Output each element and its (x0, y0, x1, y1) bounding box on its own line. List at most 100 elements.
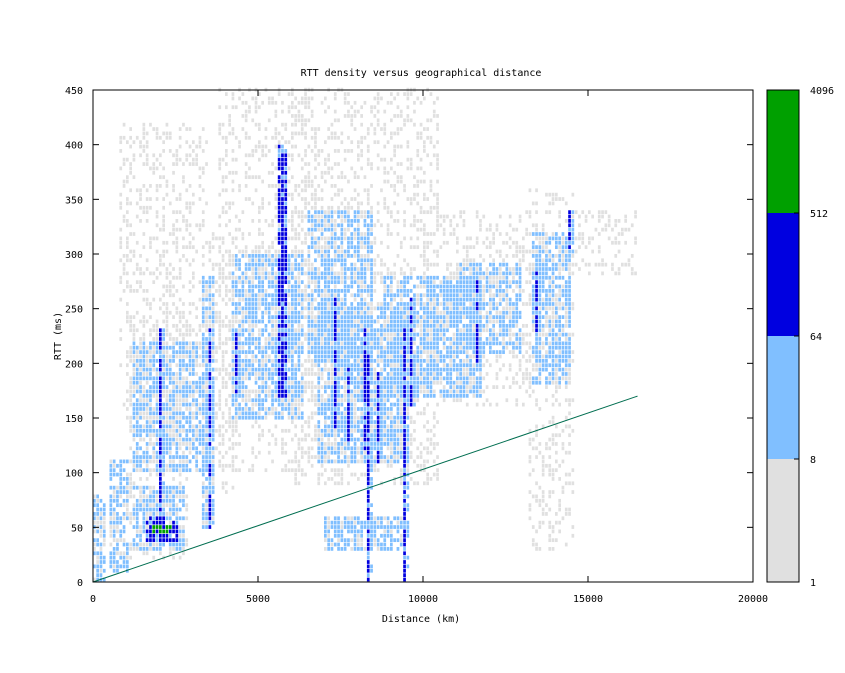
heat-cell (159, 494, 162, 499)
heat-cell (228, 437, 231, 442)
heat-cell (201, 354, 205, 359)
heat-cell (168, 446, 172, 451)
heat-cell (343, 398, 347, 403)
heat-cell (162, 376, 165, 381)
heat-cell (446, 275, 449, 280)
heat-cell (528, 297, 532, 302)
heat-cell (561, 350, 565, 354)
heat-cell (403, 446, 406, 451)
heat-cell (465, 402, 469, 407)
heat-cell (439, 354, 443, 359)
heat-cell (274, 398, 278, 403)
heat-cell (324, 481, 327, 486)
heat-cell (541, 494, 545, 499)
heat-cell (254, 415, 258, 420)
heat-cell (436, 297, 439, 302)
heat-cell (281, 389, 284, 394)
heat-cell (314, 358, 317, 363)
heat-cell (281, 363, 284, 368)
heat-cell (370, 328, 373, 333)
heat-cell (241, 271, 245, 276)
heat-cell (251, 424, 255, 429)
heat-cell (218, 319, 222, 324)
heat-cell (324, 380, 327, 385)
heat-cell (182, 533, 185, 538)
heat-cell (337, 367, 340, 372)
heat-cell (538, 376, 542, 381)
heat-cell (294, 407, 297, 411)
heat-cell (172, 507, 175, 512)
heat-cell (340, 393, 344, 398)
heat-cell (548, 293, 552, 298)
heat-cell (390, 367, 393, 372)
heat-cell (324, 385, 327, 389)
heat-cell (185, 507, 189, 512)
heat-cell (172, 407, 175, 411)
heat-cell (159, 547, 162, 551)
heat-cell (357, 293, 360, 298)
heat-cell (234, 385, 238, 389)
heat-cell (139, 393, 142, 398)
heat-cell (175, 389, 179, 394)
heat-cell (159, 512, 162, 516)
heat-cell (340, 385, 344, 389)
heat-cell (135, 420, 139, 424)
heat-cell (327, 337, 330, 341)
heat-cell (551, 323, 555, 328)
heat-cell (489, 275, 492, 280)
heat-cell (383, 411, 387, 416)
heat-cell (452, 319, 456, 324)
heat-cell (459, 398, 462, 403)
heat-cell (248, 350, 251, 354)
heat-cell (561, 367, 565, 372)
heat-cell (380, 372, 383, 376)
heat-cell (327, 437, 330, 442)
heat-cell (145, 398, 149, 403)
heat-cell (317, 481, 321, 486)
heat-cell (119, 555, 123, 560)
heat-cell (390, 533, 393, 538)
heat-cell (182, 442, 185, 446)
heat-cell (423, 323, 426, 328)
heat-cell (310, 455, 314, 459)
heat-cell (168, 332, 172, 337)
heat-cell (393, 420, 396, 424)
heat-cell (548, 363, 552, 368)
heat-cell (333, 372, 337, 376)
heat-cell (175, 350, 179, 354)
heat-cell (416, 354, 420, 359)
heat-cell (271, 271, 274, 276)
heat-cell (304, 315, 307, 319)
heat-cell (383, 363, 387, 368)
heat-cell (495, 288, 499, 293)
heat-cell (380, 455, 383, 459)
heat-cell (353, 367, 357, 372)
heat-cell (383, 424, 387, 429)
heat-cell (525, 323, 528, 328)
heat-cell (175, 463, 179, 468)
heat-cell (126, 512, 129, 516)
heat-cell (366, 428, 370, 433)
heat-cell (564, 385, 568, 389)
heat-cell (201, 363, 205, 368)
heat-cell (482, 302, 486, 306)
heat-cell (142, 341, 146, 346)
heat-cell (347, 367, 350, 372)
heat-cell (145, 363, 149, 368)
heat-cell (370, 568, 373, 573)
heat-cell (343, 350, 347, 354)
heat-cell (102, 516, 106, 521)
heat-cell (248, 376, 251, 381)
heat-cell (116, 525, 119, 529)
heat-cell (96, 520, 99, 525)
heat-cell (205, 280, 208, 285)
heat-cell (142, 516, 146, 521)
heat-cell (449, 288, 453, 293)
heat-cell (324, 468, 327, 473)
heat-cell (109, 512, 113, 516)
heat-cell (568, 411, 571, 416)
heat-cell (568, 315, 571, 319)
heat-cell (442, 376, 446, 381)
heat-cell (248, 415, 251, 420)
heat-cell (159, 367, 162, 372)
